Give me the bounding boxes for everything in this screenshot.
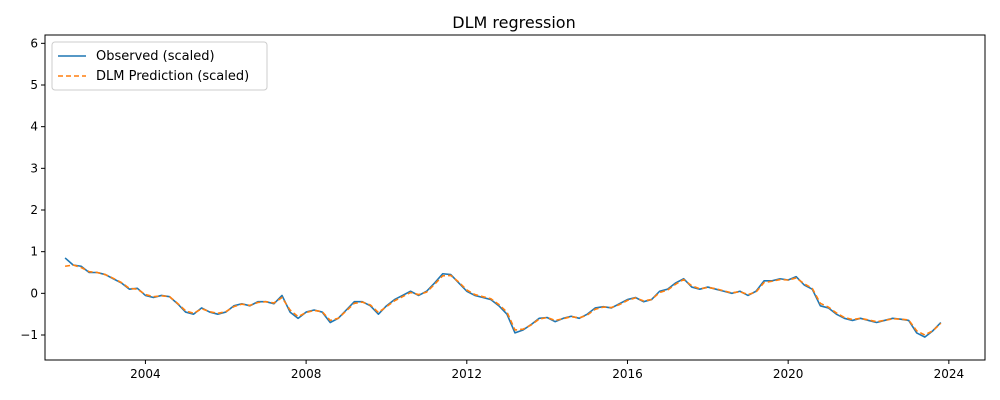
y-tick-label: 1 <box>30 245 38 259</box>
legend-label-observed: Observed (scaled) <box>96 49 215 64</box>
y-tick-label: 4 <box>30 120 38 134</box>
x-tick-label: 2016 <box>612 367 643 381</box>
legend-box <box>51 41 268 91</box>
legend-label-prediction: DLM Prediction (scaled) <box>96 69 249 84</box>
y-axis: −1 0 1 2 3 4 5 6 <box>20 36 45 342</box>
y-tick-label: 5 <box>30 78 38 92</box>
x-tick-label: 2004 <box>130 367 161 381</box>
series-line-prediction <box>64 264 942 336</box>
chart-title: DLM regression <box>452 13 575 32</box>
y-tick-label: 2 <box>30 203 38 217</box>
y-tick-label: −1 <box>20 328 38 342</box>
x-axis: 2004 2008 2012 2016 2020 2024 <box>130 360 964 381</box>
y-tick-label: 6 <box>30 36 38 50</box>
x-tick-label: 2012 <box>452 367 483 381</box>
x-tick-label: 2024 <box>934 367 965 381</box>
x-tick-label: 2008 <box>291 367 322 381</box>
plot-frame <box>44 34 986 361</box>
legend: Observed (scaled) DLM Prediction (scaled… <box>51 41 268 91</box>
y-tick-label: 0 <box>30 286 38 300</box>
y-tick-label: 3 <box>30 161 38 175</box>
series-layer <box>64 257 942 338</box>
x-tick-label: 2020 <box>773 367 804 381</box>
